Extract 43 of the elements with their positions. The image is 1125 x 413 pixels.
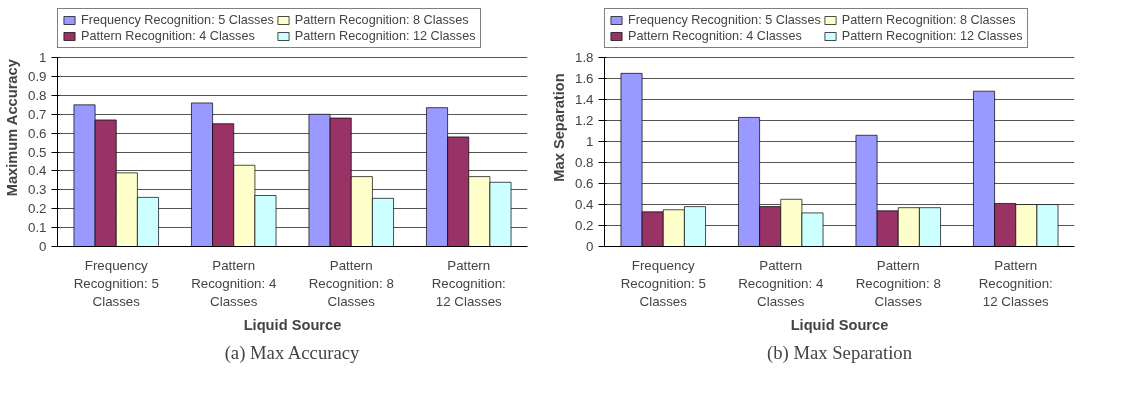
- legend-label: Pattern Recognition: 4 Classes: [628, 29, 802, 43]
- y-tick-label: 1.6: [574, 71, 594, 87]
- y-tick-label: 0.2: [27, 201, 47, 217]
- y-axis-title: Max Separation: [550, 73, 567, 182]
- y-tick-label: 0: [586, 239, 594, 254]
- x-tick-label: Pattern Recognition: 8 Classes: [308, 257, 394, 309]
- x-tick-label: Frequency Recognition: 5 Classes: [73, 257, 159, 309]
- y-tick-label: 0.9: [27, 69, 47, 84]
- legend-label: Pattern Recognition: 8 Classes: [294, 13, 469, 27]
- x-tick-label: Frequency Recognition: 5 Classes: [620, 257, 706, 309]
- legend-label: Frequency Recognition: 5 Classes: [81, 13, 274, 27]
- y-tick-label: 0.5: [27, 144, 47, 160]
- y-tick-label: 0.8: [27, 87, 47, 103]
- x-tick-label: Pattern Recognition: 12 Classes: [978, 257, 1053, 309]
- x-axis-title: Liquid Source: [243, 316, 342, 333]
- x-tick-label: Pattern Recognition: 4 Classes: [191, 257, 277, 309]
- legend-label: Pattern Recognition: 12 Classes: [841, 29, 1023, 43]
- y-tick-label: 0: [39, 239, 47, 254]
- legend-label: Pattern Recognition: 12 Classes: [294, 29, 476, 43]
- y-tick-label: 0.4: [574, 197, 595, 213]
- legend-label: Pattern Recognition: 8 Classes: [841, 13, 1016, 27]
- y-tick-label: 1.4: [574, 92, 595, 108]
- legend-label: Frequency Recognition: 5 Classes: [628, 13, 821, 27]
- y-tick-label: 1.2: [574, 113, 594, 129]
- x-axis-title: Liquid Source: [790, 316, 889, 333]
- y-tick-label: 1: [39, 50, 47, 66]
- x-tick-label: Pattern Recognition: 8 Classes: [855, 257, 941, 309]
- y-tick-label: 0.6: [27, 125, 47, 141]
- y-tick-label: 0.8: [574, 155, 594, 171]
- text: (b) Max Separation: [766, 341, 913, 364]
- y-tick-label: 0.2: [574, 218, 594, 234]
- y-tick-label: 1.8: [574, 50, 594, 66]
- y-tick-label: 0.7: [27, 106, 47, 122]
- y-tick-label: 1: [586, 134, 594, 150]
- text: (a) Max Accuracy: [224, 341, 360, 364]
- y-tick-label: 0.4: [27, 163, 48, 179]
- y-tick-label: 0.1: [27, 220, 47, 236]
- legend-label: Pattern Recognition: 4 Classes: [81, 29, 255, 43]
- y-tick-label: 0.3: [27, 182, 47, 198]
- y-axis-title: Maximum Accuracy: [3, 58, 20, 197]
- x-tick-label: Pattern Recognition: 12 Classes: [431, 257, 506, 309]
- y-tick-label: 0.6: [574, 176, 594, 192]
- x-tick-label: Pattern Recognition: 4 Classes: [738, 257, 824, 309]
